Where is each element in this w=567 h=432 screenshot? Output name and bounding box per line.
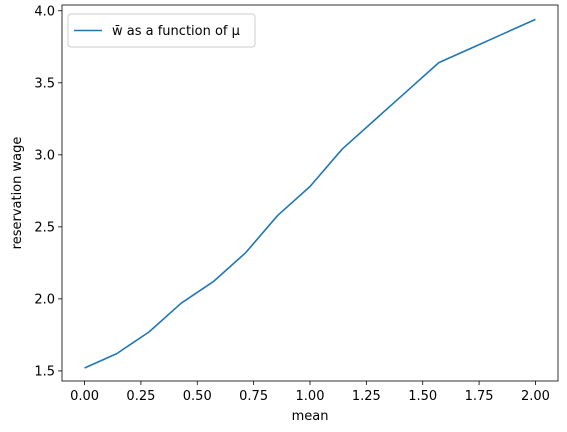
legend: w̄ as a function of μ — [67, 13, 256, 48]
x-tick-label: 1.25 — [352, 389, 381, 404]
x-tick-label: 0.75 — [239, 389, 268, 404]
y-tick-label: 1.5 — [34, 364, 55, 379]
series-line — [84, 18, 536, 369]
plot-area — [62, 5, 558, 381]
y-tick-label: 2.5 — [34, 220, 55, 235]
y-axis-label: reservation wage — [10, 137, 25, 250]
y-tick-label: 3.0 — [34, 148, 55, 163]
x-tick-label: 1.50 — [408, 389, 437, 404]
y-ticks: 1.5 2.0 2.5 3.0 3.5 4.0 — [34, 4, 62, 379]
y-tick-label: 2.0 — [34, 292, 55, 307]
y-tick-label: 3.5 — [34, 76, 55, 91]
x-tick-label: 1.75 — [465, 389, 494, 404]
x-tick-label: 1.00 — [296, 389, 325, 404]
x-tick-label: 0.25 — [126, 389, 155, 404]
series-layer — [84, 18, 536, 369]
x-ticks: 0.00 0.25 0.50 0.75 1.00 1.25 1.50 1.75 2.00 — [70, 381, 550, 404]
x-tick-label: 2.00 — [521, 389, 550, 404]
legend-box — [67, 13, 256, 48]
x-tick-label: 0.50 — [183, 389, 212, 404]
x-tick-label: 0.00 — [70, 389, 99, 404]
legend-label: w̄ as a function of μ — [112, 24, 240, 39]
y-tick-label: 4.0 — [34, 4, 55, 19]
x-axis-label: mean — [292, 409, 329, 424]
